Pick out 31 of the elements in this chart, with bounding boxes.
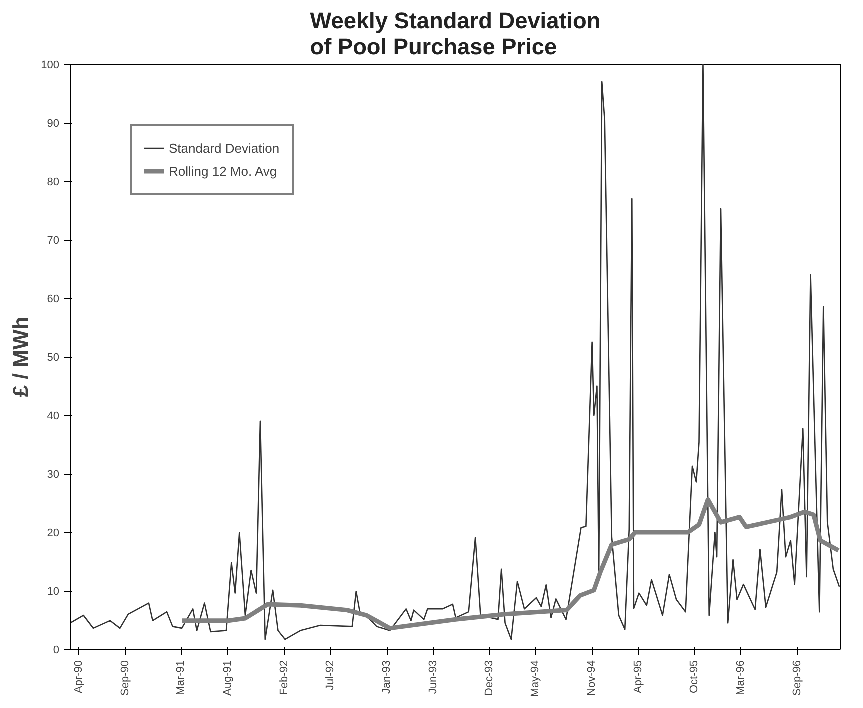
x-tick-label: Jan-93 [381, 660, 394, 694]
x-tick-label: Sep-96 [791, 660, 804, 696]
y-tick-label: 90 [47, 118, 60, 130]
x-tick-label: Sep-90 [120, 660, 132, 696]
x-tick-label: Dec-93 [483, 660, 496, 696]
x-tick-label: Mar-91 [175, 660, 188, 696]
x-tick-label: May-94 [530, 660, 542, 698]
y-tick-label: 30 [47, 469, 60, 481]
x-tick-label: Feb-92 [278, 660, 290, 696]
y-tick-label: 40 [47, 410, 60, 422]
x-tick-label: Aug-91 [222, 660, 234, 696]
y-tick-label: 70 [47, 235, 60, 247]
legend-label: Standard Deviation [169, 140, 280, 156]
y-tick-label: 10 [47, 586, 60, 598]
chart-title: Weekly Standard Deviation of Pool Purchase Price [310, 8, 601, 60]
legend-label: Rolling 12 Mo. Avg [169, 164, 278, 178]
x-tick-label: Apr-90 [72, 660, 85, 694]
y-tick-label: 100 [41, 60, 60, 72]
x-tick-label: Jun-93 [427, 660, 440, 694]
x-tick-label: Oct-95 [688, 660, 700, 694]
x-tick-label: Jul-92 [324, 660, 337, 690]
line-series [70, 64, 840, 640]
y-tick-label: 20 [47, 528, 60, 540]
y-axis-title: £ / MWh [9, 316, 34, 398]
y-tick-label: 80 [47, 176, 60, 188]
x-tick-label: Nov-94 [586, 660, 598, 696]
x-tick-label: Apr-95 [632, 660, 644, 694]
x-tick-label: Mar-96 [734, 660, 747, 696]
y-tick-label: 50 [47, 352, 60, 364]
y-tick-label: 60 [47, 294, 60, 306]
y-tick-label: 0 [53, 644, 60, 656]
